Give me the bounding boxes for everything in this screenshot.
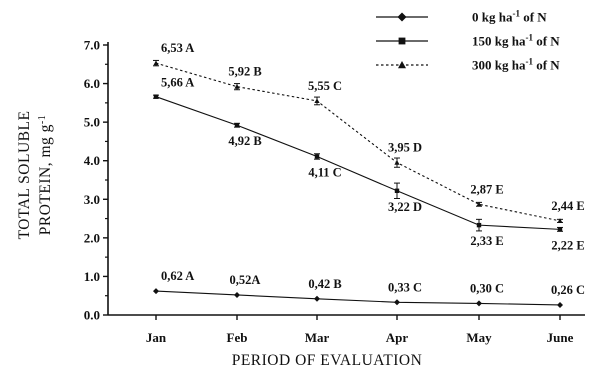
x-tick-label: May [466, 330, 492, 345]
square-marker [394, 188, 400, 194]
y-axis-title-line2: PROTEIN, mg g-1 [37, 115, 55, 235]
legend-label: 0 kg ha-1 of N [472, 9, 547, 25]
diamond-marker [397, 12, 407, 22]
data-label: 2,33 E [470, 234, 503, 248]
data-label: 5,92 B [228, 65, 261, 79]
square-marker [557, 227, 563, 232]
triangle-marker [234, 84, 240, 89]
y-axis-title-line1: TOTAL SOLUBLE [16, 111, 33, 240]
x-tick-label: June [547, 330, 574, 345]
data-label: 2,22 E [551, 238, 584, 252]
y-tick-label: 1.0 [84, 269, 100, 284]
data-label: 3,22 D [388, 200, 422, 214]
series-layer: 0,62 A 0,52A 0,42 B 0,33 C 0,30 C 0,26 C 5,66 … [153, 41, 585, 308]
data-label: 4,11 C [308, 165, 341, 179]
y-tick-label: 7.0 [84, 38, 100, 53]
y-tick-label: 0.0 [84, 308, 100, 323]
square-marker [234, 123, 240, 128]
triangle-marker [153, 60, 159, 66]
data-label: 4,92 B [228, 134, 261, 148]
legend-label: 150 kg ha-1 of N [472, 33, 560, 49]
x-tick-label: Jan [146, 330, 167, 345]
triangle-marker [398, 61, 406, 69]
data-label: 0,62 A [161, 269, 194, 283]
x-axis-title: PERIOD OF EVALUATION [232, 352, 423, 369]
triangle-marker [314, 98, 320, 104]
x-tick-label: Apr [386, 330, 409, 345]
data-label: 0,26 C [551, 283, 585, 297]
square-marker [476, 222, 482, 228]
diamond-marker [314, 295, 320, 302]
data-label: 0,33 C [388, 280, 422, 294]
legend-label: 300 kg ha-1 of N [472, 57, 560, 73]
legend: 0 kg ha-1 of N 150 kg ha-1 of N 300 kg ha-… [376, 9, 560, 73]
y-tick-label: 6.0 [84, 76, 100, 91]
data-label: 0,52A [230, 273, 261, 287]
diamond-marker [153, 288, 159, 295]
data-label: 0,42 B [308, 277, 341, 291]
triangle-marker [394, 160, 400, 165]
data-label: 2,44 E [551, 199, 584, 213]
triangle-marker [557, 218, 563, 223]
triangle-marker [476, 201, 482, 207]
diamond-marker [557, 301, 563, 308]
x-tick-label: Feb [227, 330, 248, 345]
y-axis-title-line2-main: PROTEIN, mg g [37, 124, 54, 235]
series-square: 5,66 A 4,92 B 4,11 C 3,22 D 2,33 E 2,22 E [153, 76, 585, 252]
series-line [155, 290, 561, 306]
series-line [155, 62, 561, 222]
diamond-marker [476, 300, 482, 307]
data-label: 2,87 E [470, 182, 503, 196]
data-label: 6,53 A [161, 41, 194, 55]
diamond-marker [234, 291, 240, 298]
axes [107, 42, 585, 316]
y-tick-label: 3.0 [84, 192, 100, 207]
y-axis-title: TOTAL SOLUBLE PROTEIN, mg g-1 [16, 111, 54, 240]
y-tick-label: 2.0 [84, 230, 100, 245]
x-ticks: Jan Feb Mar Apr May June [146, 315, 574, 345]
data-label: 5,66 A [161, 76, 194, 90]
data-label: 5,55 C [308, 79, 342, 93]
series-line [155, 96, 561, 230]
y-axis-title-line2-sup: -1 [37, 115, 48, 124]
series-diamond: 0,62 A 0,52A 0,42 B 0,33 C 0,30 C 0,26 C [153, 269, 585, 308]
square-marker [398, 37, 406, 45]
series-triangle: 6,53 A 5,92 B 5,55 C 3,95 D 2,87 E 2,44 E [153, 41, 585, 223]
y-ticks: 0.0 1.0 2.0 3.0 4.0 5.0 6.0 7.0 [84, 38, 108, 323]
diamond-marker [394, 299, 400, 306]
y-tick-label: 5.0 [84, 115, 100, 130]
x-tick-label: Mar [305, 330, 330, 345]
y-tick-label: 4.0 [84, 153, 100, 168]
square-marker [314, 154, 320, 159]
data-label: 0,30 C [470, 281, 504, 295]
square-marker [153, 94, 159, 99]
data-label: 3,95 D [388, 141, 422, 155]
